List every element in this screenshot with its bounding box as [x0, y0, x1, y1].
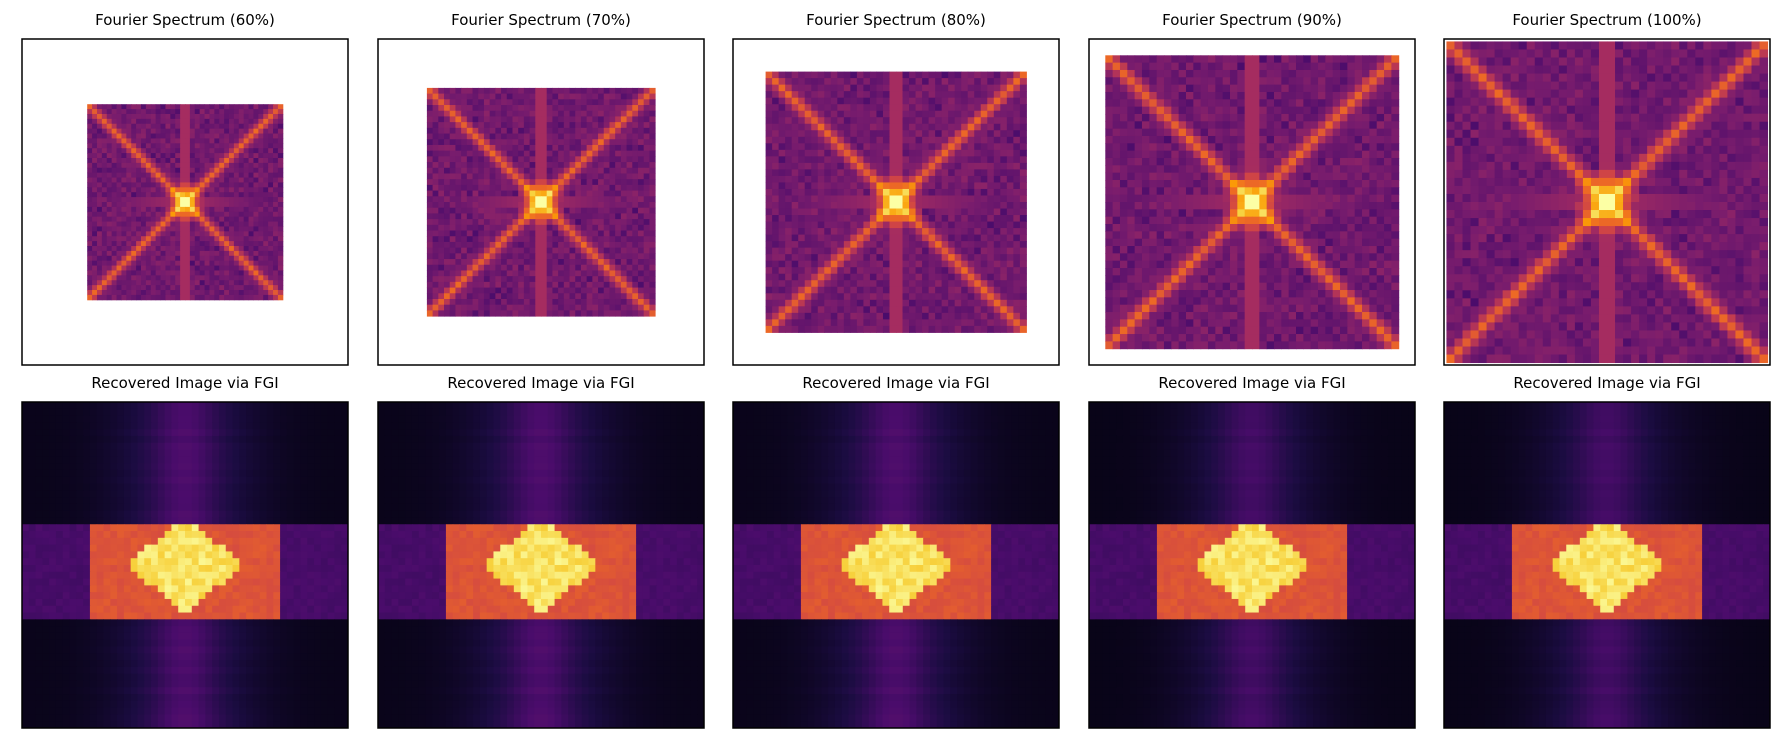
fourier-spectrum-panel-5: Fourier Spectrum (100%): [1443, 11, 1771, 366]
panel-title: Fourier Spectrum (90%): [1162, 11, 1342, 29]
axes-frame: [1088, 401, 1416, 729]
recovered-image-panel-2: Recovered Image via FGI: [377, 374, 705, 729]
panel-title: Fourier Spectrum (60%): [95, 11, 275, 29]
heatmap-image: [87, 104, 284, 301]
panel-title: Recovered Image via FGI: [447, 374, 634, 392]
axes-frame: [1443, 38, 1771, 366]
fourier-spectrum-panel-2: Fourier Spectrum (70%): [377, 11, 705, 366]
panel-title: Recovered Image via FGI: [802, 374, 989, 392]
fourier-spectrum-panel-3: Fourier Spectrum (80%): [732, 11, 1060, 366]
heatmap-image: [378, 402, 705, 729]
axes-frame: [1443, 401, 1771, 729]
heatmap-image: [426, 87, 656, 317]
panel-title: Recovered Image via FGI: [91, 374, 278, 392]
panel-title: Fourier Spectrum (70%): [451, 11, 631, 29]
recovered-image-panel-5: Recovered Image via FGI: [1443, 374, 1771, 729]
heatmap-image: [765, 71, 1027, 333]
axes-frame: [21, 38, 349, 366]
heatmap-image: [1444, 402, 1771, 729]
axes-frame: [732, 401, 1060, 729]
axes-frame: [732, 38, 1060, 366]
axes-frame: [377, 38, 705, 366]
axes-frame: [377, 401, 705, 729]
panels-grid: Fourier Spectrum (60%) Fourier Spectrum (…: [21, 11, 1771, 729]
axes-frame: [1088, 38, 1416, 366]
recovered-image-panel-4: Recovered Image via FGI: [1088, 374, 1416, 729]
heatmap-image: [1446, 41, 1769, 364]
panel-title: Recovered Image via FGI: [1513, 374, 1700, 392]
recovered-image-panel-1: Recovered Image via FGI: [21, 374, 349, 729]
panel-title: Fourier Spectrum (80%): [806, 11, 986, 29]
heatmap-image: [1089, 402, 1416, 729]
panel-title: Recovered Image via FGI: [1158, 374, 1345, 392]
fourier-spectrum-panel-4: Fourier Spectrum (90%): [1088, 11, 1416, 366]
panel-title: Fourier Spectrum (100%): [1512, 11, 1701, 29]
recovered-image-panel-3: Recovered Image via FGI: [732, 374, 1060, 729]
heatmap-image: [733, 402, 1060, 729]
heatmap-image: [22, 402, 349, 729]
axes-frame: [21, 401, 349, 729]
heatmap-image: [1105, 55, 1400, 350]
fourier-spectrum-panel-1: Fourier Spectrum (60%): [21, 11, 349, 366]
